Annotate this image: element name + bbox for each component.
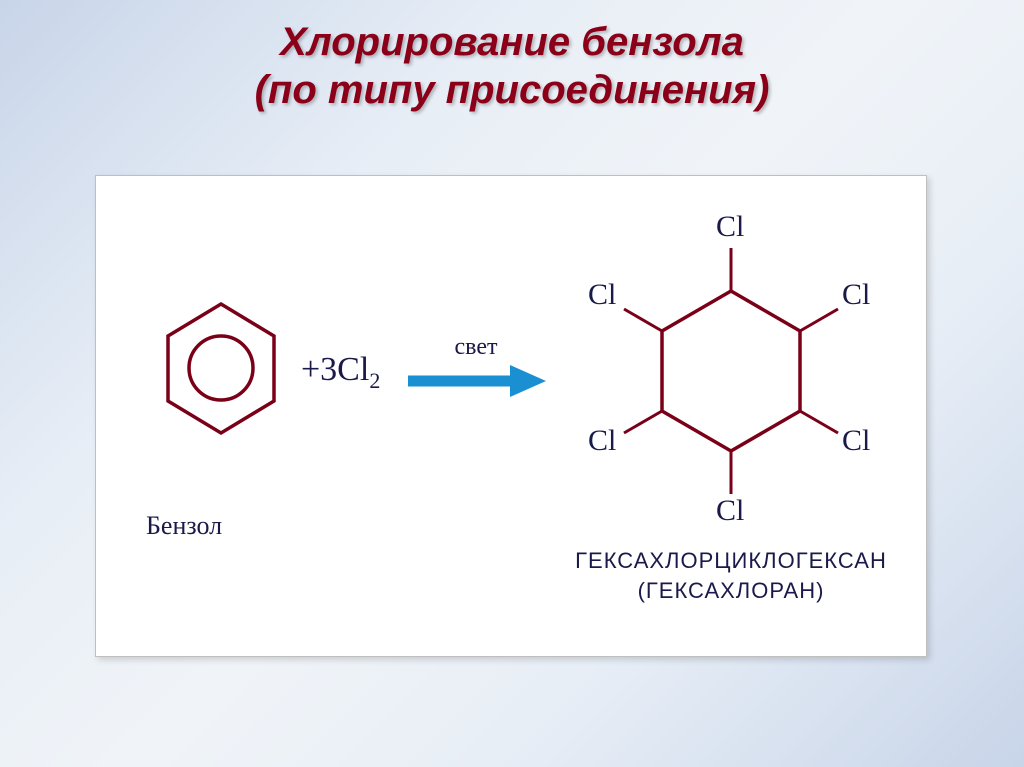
reaction-diagram-box: Бензол +3Cl2 свет <box>95 175 927 657</box>
product-structure: Cl Cl Cl Cl Cl Cl <box>566 206 896 536</box>
reaction-arrow-wrap: свет <box>406 334 546 399</box>
reaction-area: Бензол +3Cl2 свет <box>96 176 926 656</box>
benzene-label: Бензол <box>146 511 222 541</box>
arrow-condition: свет <box>406 334 546 361</box>
cl-label-lower-right: Cl <box>842 424 870 458</box>
arrow-icon <box>406 363 546 399</box>
reagent-label: +3Cl2 <box>301 351 380 394</box>
benzene-structure <box>146 296 296 441</box>
title-line-2: (по типу присоединения) <box>255 68 770 112</box>
product-name-line1: ГЕКСАХЛОРЦИКЛОГЕКСАН <box>575 548 887 573</box>
cl-label-top: Cl <box>716 210 744 244</box>
reagent-subscript: 2 <box>369 368 380 393</box>
slide-background: Хлорирование бензола (по типу присоедине… <box>0 0 1024 767</box>
reagent-text: +3Cl <box>301 351 369 388</box>
cl-label-bottom: Cl <box>716 494 744 528</box>
slide-title: Хлорирование бензола (по типу присоедине… <box>0 0 1024 114</box>
cl-label-upper-right: Cl <box>842 278 870 312</box>
cl-label-upper-left: Cl <box>588 278 616 312</box>
title-line-1: Хлорирование бензола <box>280 20 744 64</box>
cl-label-lower-left: Cl <box>588 424 616 458</box>
hexachlorocyclohexane-icon <box>566 206 896 536</box>
benzene-icon <box>156 296 286 441</box>
product-label: ГЕКСАХЛОРЦИКЛОГЕКСАН (ГЕКСАХЛОРАН) <box>546 546 916 605</box>
product-name-line2: (ГЕКСАХЛОРАН) <box>638 578 825 603</box>
